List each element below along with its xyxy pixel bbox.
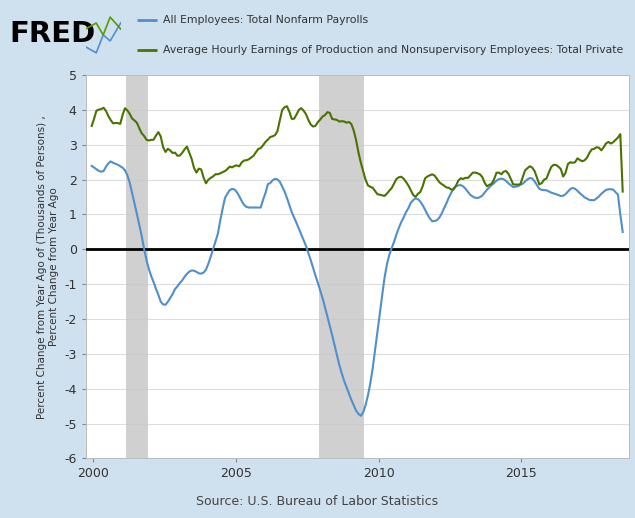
Text: All Employees: Total Nonfarm Payrolls: All Employees: Total Nonfarm Payrolls [163,15,368,24]
Bar [319,75,364,458]
Y-axis label: Percent Change from Year Ago of (Thousands of Persons) ,
Percent Change from Yea: Percent Change from Year Ago of (Thousan… [37,115,58,419]
Text: Source: U.S. Bureau of Labor Statistics: Source: U.S. Bureau of Labor Statistics [196,495,439,508]
Bar [126,75,148,458]
Text: Average Hourly Earnings of Production and Nonsupervisory Employees: Total Privat: Average Hourly Earnings of Production an… [163,46,623,55]
Text: FRED: FRED [10,20,96,48]
